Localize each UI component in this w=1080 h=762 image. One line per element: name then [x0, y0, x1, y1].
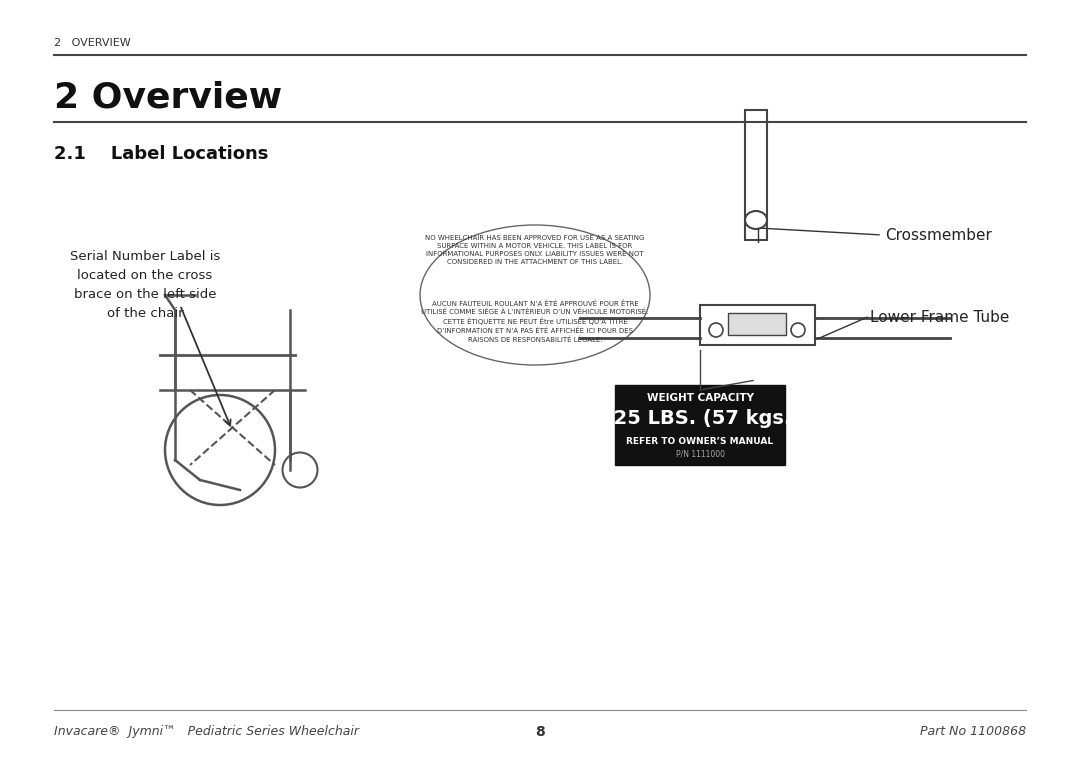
Text: 2 Overview: 2 Overview [54, 80, 282, 114]
Text: Invacare®  Jymni™   Pediatric Series Wheelchair: Invacare® Jymni™ Pediatric Series Wheelc… [54, 725, 359, 738]
Ellipse shape [745, 211, 767, 229]
Text: 2   OVERVIEW: 2 OVERVIEW [54, 38, 131, 48]
Text: Serial Number Label is
located on the cross
brace on the left side
of the chair: Serial Number Label is located on the cr… [70, 250, 220, 320]
Text: AUCUN FAUTEUIL ROULANT N’A ÉTÉ APPROUVÉ POUR ÊTRE
UTILISÉ COMME SIÈGE À L’INTÉRI: AUCUN FAUTEUIL ROULANT N’A ÉTÉ APPROUVÉ … [421, 300, 649, 343]
Text: Lower Frame Tube: Lower Frame Tube [870, 310, 1010, 325]
Bar [700, 305, 815, 345]
Text: P/N 1111000: P/N 1111000 [675, 449, 725, 458]
Bar [745, 110, 767, 240]
Text: REFER TO OWNER’S MANUAL: REFER TO OWNER’S MANUAL [626, 437, 773, 446]
Text: 2.1    Label Locations: 2.1 Label Locations [54, 145, 268, 163]
Text: Crossmember: Crossmember [885, 228, 991, 243]
Text: WEIGHT CAPACITY: WEIGHT CAPACITY [647, 393, 754, 403]
Text: 125 LBS. (57 kgs.): 125 LBS. (57 kgs.) [599, 409, 800, 428]
Ellipse shape [708, 323, 723, 337]
Text: Part No 1100868: Part No 1100868 [920, 725, 1026, 738]
Text: NO WHEELCHAIR HAS BEEN APPROVED FOR USE AS A SEATING
SURFACE WITHIN A MOTOR VEHI: NO WHEELCHAIR HAS BEEN APPROVED FOR USE … [426, 235, 645, 265]
Text: 8: 8 [535, 725, 545, 739]
Bar [615, 385, 785, 465]
Bar [728, 313, 786, 335]
Ellipse shape [791, 323, 805, 337]
